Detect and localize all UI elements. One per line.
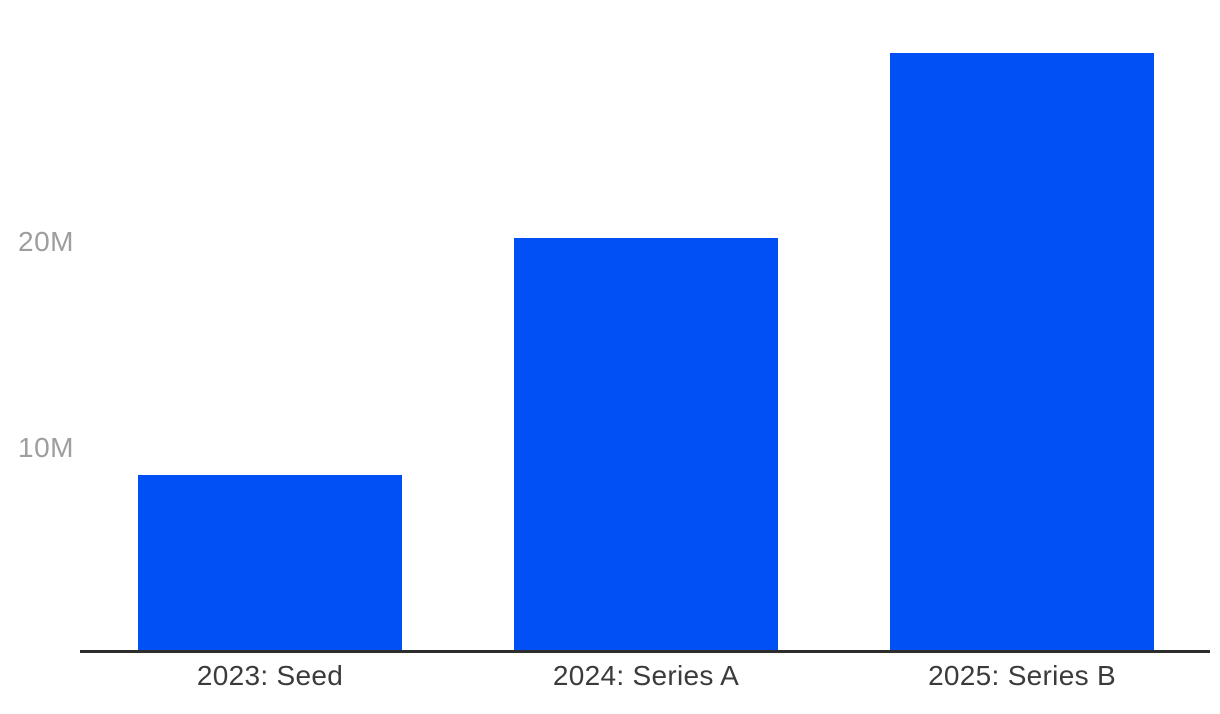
category-label-2: 2025: Series B <box>928 660 1116 691</box>
y-tick-label-10M: 10M <box>18 432 74 463</box>
category-label-0: 2023: Seed <box>196 660 344 691</box>
x-axis-line <box>80 650 1210 653</box>
bar-1 <box>514 238 778 650</box>
bar-0 <box>138 475 402 650</box>
bar-2 <box>890 53 1154 650</box>
category-label-1: 2024: Series A <box>552 660 740 691</box>
y-tick-label-20M: 20M <box>18 226 74 257</box>
